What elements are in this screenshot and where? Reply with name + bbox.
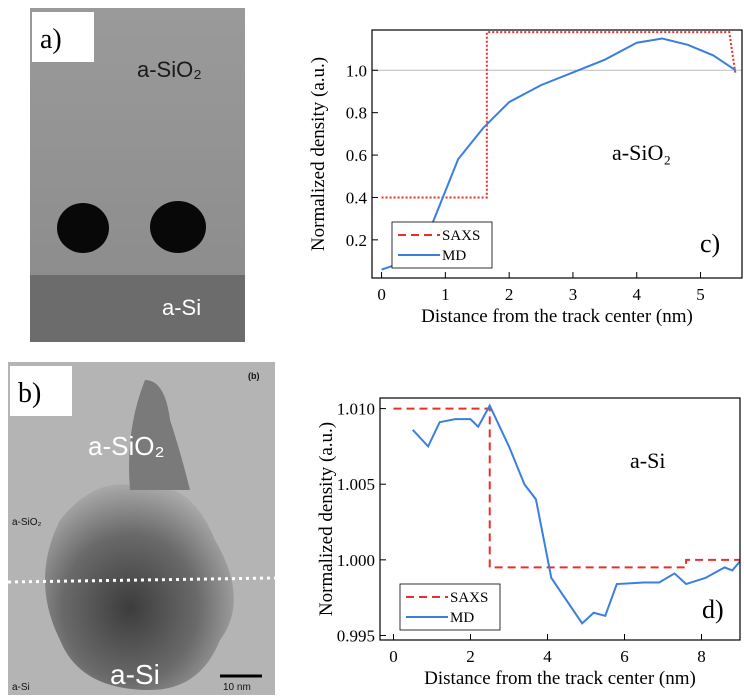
- panel-label: c): [700, 229, 720, 258]
- y-tick-label: 0.2: [346, 231, 367, 250]
- annotation: a-Si: [630, 448, 665, 473]
- x-tick-label: 4: [632, 285, 641, 304]
- image-tag: (b): [248, 371, 260, 381]
- y-axis-label: Normalized density (a.u.): [308, 57, 329, 251]
- x-tick-label: 1: [441, 285, 450, 304]
- legend-box: [391, 221, 493, 269]
- x-tick-label: 6: [620, 647, 629, 666]
- plot-frame: [371, 29, 743, 279]
- x-axis-label: Distance from the track center (nm): [421, 306, 693, 327]
- legend-label: SAXS: [450, 590, 488, 606]
- y-tick-label: 0.6: [346, 146, 367, 165]
- x-tick-label: 3: [569, 285, 578, 304]
- legend-label: SAXS: [442, 228, 480, 244]
- y-tick-label: 1.0: [346, 61, 367, 80]
- y-tick-label: 1.000: [337, 551, 375, 570]
- image-label: a-Si: [12, 682, 30, 693]
- micrograph-b: b) (b) a-SiO₂ a-SiO₂ a-Si a-Si 10 nm: [7, 362, 276, 695]
- line-series: [393, 407, 740, 569]
- line-series: [381, 37, 737, 271]
- line-series: [411, 403, 741, 625]
- plot-frame: [379, 397, 741, 641]
- x-tick-label: 0: [377, 285, 386, 304]
- y-tick-label: 0.4: [346, 188, 368, 207]
- y-tick-label: 1.005: [337, 475, 375, 494]
- y-tick-label: 0.995: [337, 626, 375, 645]
- legend-label: MD: [442, 248, 466, 264]
- annotation: a-SiO₂: [612, 140, 671, 165]
- legend-box: [399, 583, 501, 631]
- image-label: a-SiO₂: [88, 431, 165, 461]
- image-label: a-SiO₂: [12, 517, 42, 528]
- y-tick-label: 1.010: [337, 400, 375, 419]
- x-tick-label: 2: [466, 647, 475, 666]
- scale-bar-label: 10 nm: [223, 682, 251, 693]
- image-label: a-Si: [110, 659, 160, 690]
- x-tick-label: 8: [697, 647, 706, 666]
- panel-label: b): [18, 378, 41, 409]
- y-axis-label: Normalized density (a.u.): [316, 422, 337, 616]
- micrograph-a: a) a-SiO₂ a-Si: [30, 8, 245, 342]
- x-tick-label: 5: [696, 285, 705, 304]
- x-tick-label: 0: [389, 647, 398, 666]
- panel-label: d): [702, 595, 724, 624]
- x-tick-label: 2: [505, 285, 514, 304]
- image-label: a-SiO₂: [137, 57, 202, 82]
- y-tick-label: 0.8: [346, 104, 367, 123]
- image-label: a-Si: [162, 295, 201, 320]
- x-tick-label: 4: [543, 647, 552, 666]
- legend-label: MD: [450, 610, 474, 626]
- x-axis-label: Distance from the track center (nm): [424, 668, 696, 689]
- panel-label: a): [40, 24, 62, 55]
- line-series: [381, 31, 737, 199]
